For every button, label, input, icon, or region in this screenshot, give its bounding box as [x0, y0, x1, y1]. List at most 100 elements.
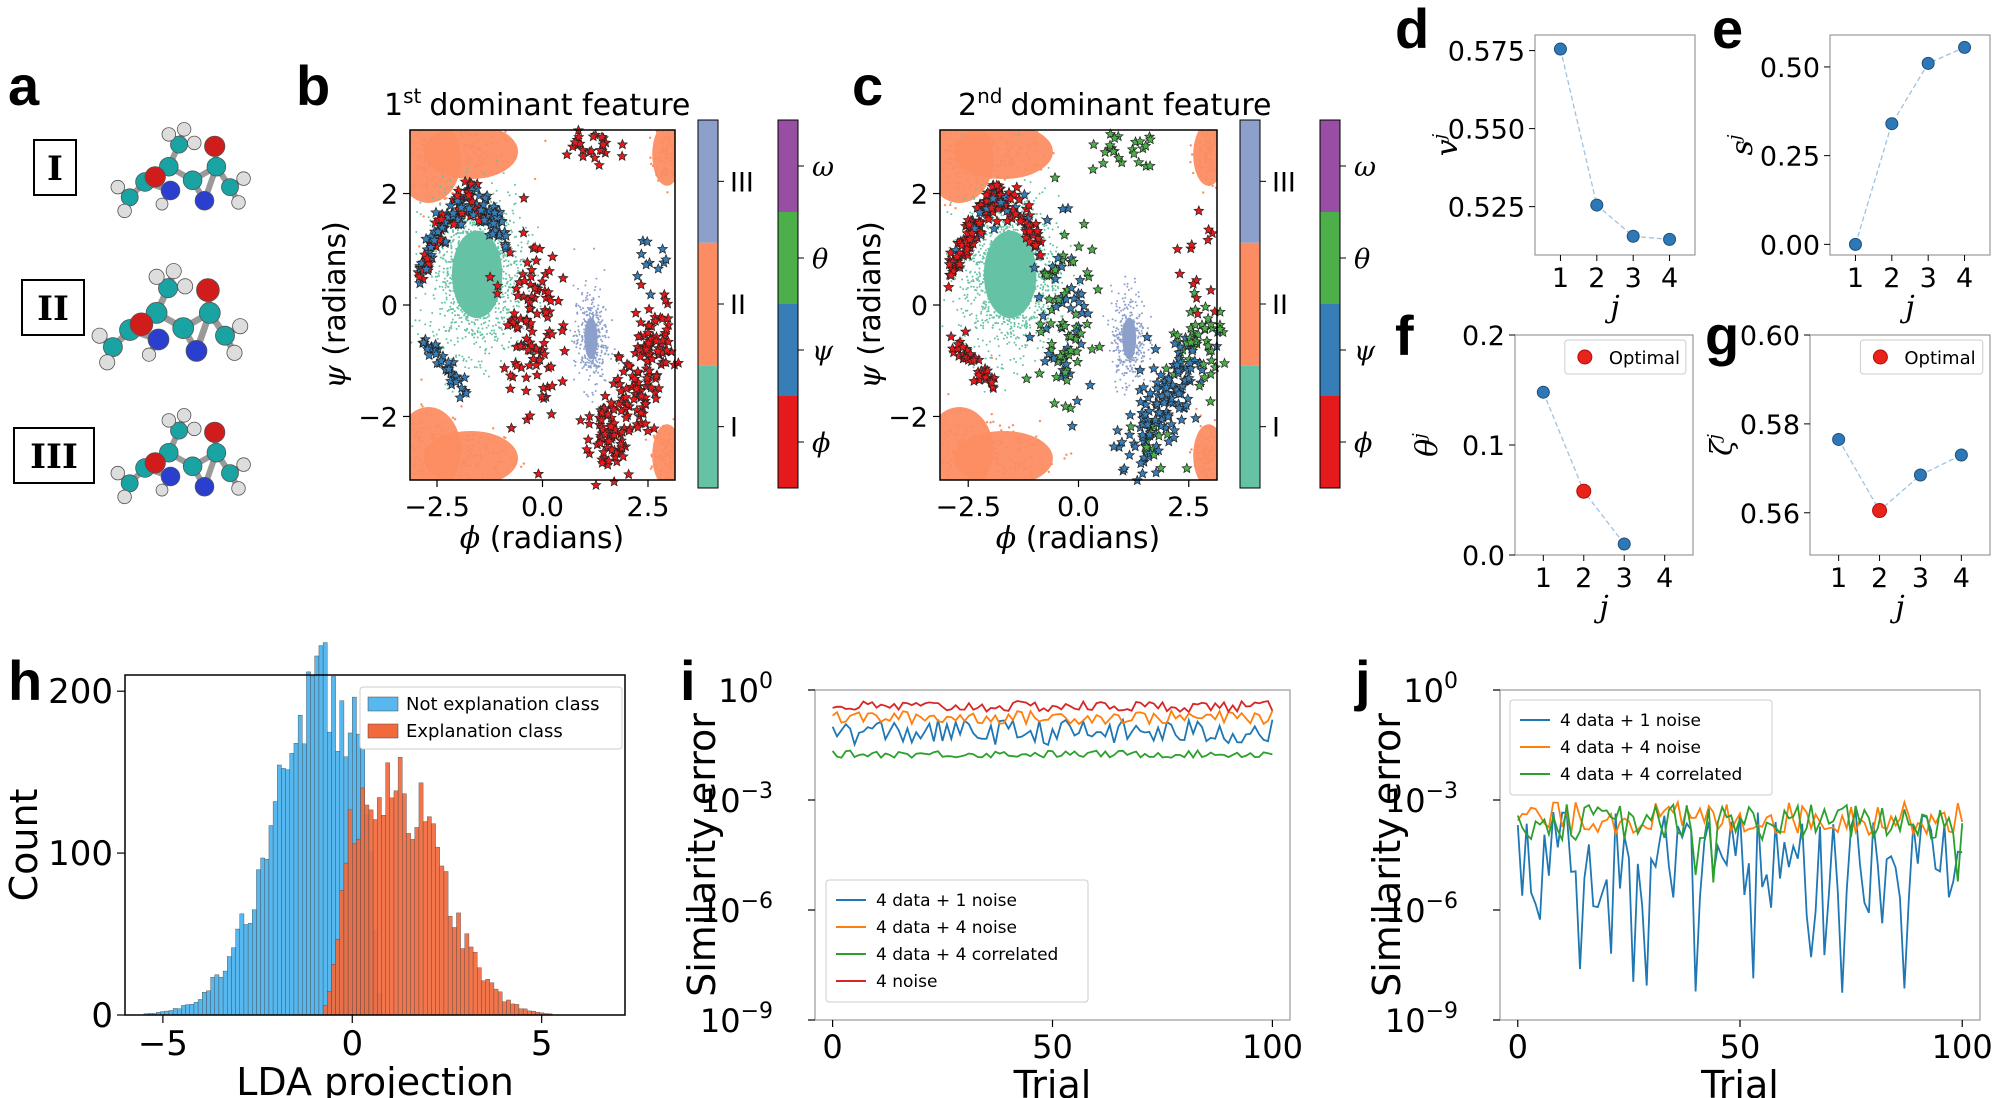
region-III-point	[592, 371, 595, 374]
region-I-point	[990, 271, 993, 274]
region-III-point	[595, 370, 598, 373]
region-I-point	[1002, 317, 1005, 320]
region-II-point	[1205, 148, 1208, 151]
region-II-point	[460, 436, 463, 439]
region-III-point	[600, 375, 603, 378]
region-II-point	[996, 452, 999, 455]
region-II-point	[1198, 151, 1201, 154]
region-II-point	[471, 147, 474, 150]
region-I-point	[470, 248, 473, 251]
atom	[99, 354, 116, 371]
region-I-point	[477, 309, 480, 312]
region-III-point	[611, 352, 614, 355]
region-I-point	[1041, 277, 1044, 280]
region-II-point	[1207, 436, 1211, 440]
region-II-point	[992, 440, 996, 444]
region-II-point	[660, 441, 663, 445]
region-II-point	[412, 141, 415, 145]
region-II-point	[420, 464, 424, 467]
region-I-point	[988, 231, 991, 234]
tick-label: 0	[381, 291, 398, 322]
region-I-point	[473, 230, 476, 233]
region-II-point	[465, 453, 469, 456]
molecule-conformer-III	[110, 408, 251, 505]
region-I-point	[510, 292, 513, 295]
region-II-point	[1211, 459, 1214, 462]
region-I-point	[507, 296, 510, 299]
region-I-point	[454, 279, 457, 282]
region-I-point	[1059, 271, 1062, 274]
region-I-point	[481, 291, 484, 294]
region-I-point	[470, 239, 473, 242]
region-I-point	[1023, 179, 1026, 182]
region-II-point	[469, 438, 472, 441]
region-I-point	[477, 269, 480, 272]
region-II-point	[976, 145, 979, 148]
region-I-point	[501, 344, 504, 347]
region-II-point	[1017, 466, 1020, 469]
region-III-point	[600, 310, 603, 313]
region-II-point	[941, 169, 944, 172]
region-I-point	[488, 352, 491, 355]
region-I-point	[1013, 259, 1016, 262]
region-I-point	[1002, 276, 1005, 279]
region-II-point	[444, 433, 448, 437]
feature-star	[511, 359, 523, 371]
region-I-point	[1000, 331, 1003, 334]
region-III-point	[607, 353, 610, 356]
region-I-point	[490, 283, 493, 286]
region-II-point	[1210, 467, 1213, 470]
region-II-point	[462, 146, 465, 150]
region-III-point	[583, 347, 586, 350]
region-I-point	[1041, 288, 1044, 291]
feature-star	[641, 372, 653, 384]
region-II-point	[1220, 189, 1222, 191]
region-III-point	[604, 352, 607, 355]
region-III-point	[606, 346, 609, 349]
region-I-point	[1043, 187, 1046, 190]
region-I-point	[994, 297, 997, 300]
region-I-point	[1004, 242, 1007, 245]
region-I-point	[1014, 337, 1017, 340]
region-I-point	[483, 336, 486, 339]
region-II-point	[954, 165, 957, 168]
region-III-point	[573, 334, 576, 337]
region-II-point	[1024, 168, 1027, 172]
region-II-point	[670, 448, 674, 452]
region-II-point	[472, 150, 476, 153]
region-II-point	[417, 422, 420, 425]
region-II-point	[965, 486, 967, 488]
region-II-point	[422, 143, 425, 147]
region-II-point	[957, 152, 960, 156]
region-I-point	[505, 212, 508, 215]
region-III-point	[597, 345, 600, 348]
region-I-point	[488, 259, 491, 262]
region-II-point	[1198, 147, 1202, 151]
region-I-point	[969, 211, 972, 214]
region-I-point	[450, 321, 453, 324]
region-II-point	[446, 464, 449, 468]
region-I-point	[465, 230, 468, 233]
region-III-point	[601, 362, 604, 365]
region-I-point	[502, 277, 505, 280]
region-I-point	[980, 310, 983, 313]
region-II-point	[670, 152, 674, 156]
region-I-point	[476, 336, 479, 339]
region-II-point	[649, 156, 652, 159]
feature-star	[623, 359, 635, 371]
region-I-point	[473, 239, 476, 242]
region-I-point	[438, 265, 441, 268]
label-box-III	[13, 427, 95, 484]
region-I-point	[494, 253, 497, 256]
region-II-point	[469, 464, 473, 468]
region-III-point	[581, 335, 584, 338]
region-II-point	[413, 461, 417, 464]
region-II-point	[1009, 476, 1012, 479]
region-I-point	[491, 264, 494, 267]
region-II-point	[923, 399, 925, 401]
region-III-point	[580, 293, 583, 296]
region-I-point	[448, 328, 451, 331]
region-III-point	[575, 334, 578, 337]
region-I-point	[476, 256, 479, 259]
region-I-point	[450, 324, 453, 327]
